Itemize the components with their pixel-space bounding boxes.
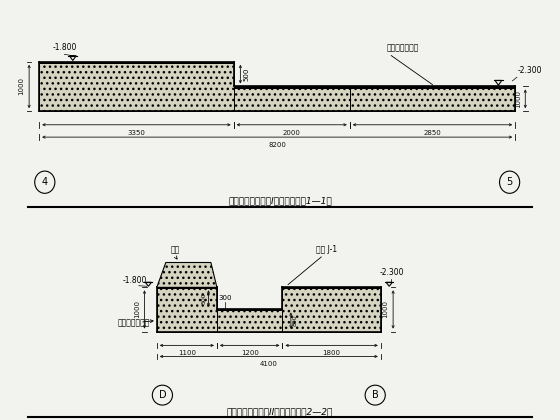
Bar — [217, 310, 282, 331]
Text: 1800: 1800 — [323, 350, 340, 356]
Text: 2850: 2850 — [423, 130, 441, 136]
Text: 800: 800 — [293, 315, 298, 326]
Bar — [282, 287, 381, 289]
Text: 1000: 1000 — [134, 300, 140, 318]
Text: 500: 500 — [201, 293, 206, 304]
Text: 1000: 1000 — [515, 90, 521, 108]
Bar — [39, 62, 234, 64]
Bar — [157, 287, 217, 289]
Text: -2.300: -2.300 — [518, 66, 543, 75]
Text: 5: 5 — [506, 177, 513, 187]
Bar — [234, 87, 350, 111]
Text: 300: 300 — [218, 295, 232, 301]
Text: 3350: 3350 — [128, 130, 146, 136]
Text: 1000: 1000 — [382, 300, 389, 318]
Text: -2.300: -2.300 — [380, 268, 404, 278]
Polygon shape — [157, 262, 217, 287]
Bar — [350, 87, 515, 111]
Text: 三七灰土搭接层: 三七灰土搭接层 — [386, 44, 419, 52]
Text: 1100: 1100 — [178, 350, 196, 356]
Text: 三七灰土层搭接区I区做法剖面（1—1）: 三七灰土层搭接区I区做法剖面（1—1） — [228, 196, 332, 205]
Text: 三七灰土层搭接区II区做法剖面（2—2）: 三七灰土层搭接区II区做法剖面（2—2） — [227, 407, 333, 416]
Bar — [282, 287, 381, 331]
Bar — [39, 62, 234, 111]
Text: 三七灰土搭接层: 三七灰土搭接层 — [118, 319, 150, 328]
Text: 1000: 1000 — [18, 77, 25, 95]
Text: 8200: 8200 — [268, 142, 286, 148]
Bar — [234, 87, 515, 89]
Bar — [157, 287, 217, 331]
Text: 锚桩 J-1: 锚桩 J-1 — [316, 245, 338, 254]
Text: 1200: 1200 — [241, 350, 259, 356]
Text: 500: 500 — [243, 68, 249, 81]
Text: 4: 4 — [42, 177, 48, 187]
Text: -1.800: -1.800 — [52, 44, 77, 52]
Text: B: B — [372, 390, 379, 400]
Text: 2000: 2000 — [283, 130, 301, 136]
Text: D: D — [158, 390, 166, 400]
Text: 4100: 4100 — [260, 361, 278, 367]
Text: 路基: 路基 — [170, 245, 179, 254]
Bar — [217, 310, 282, 311]
Text: -1.800: -1.800 — [122, 276, 147, 285]
